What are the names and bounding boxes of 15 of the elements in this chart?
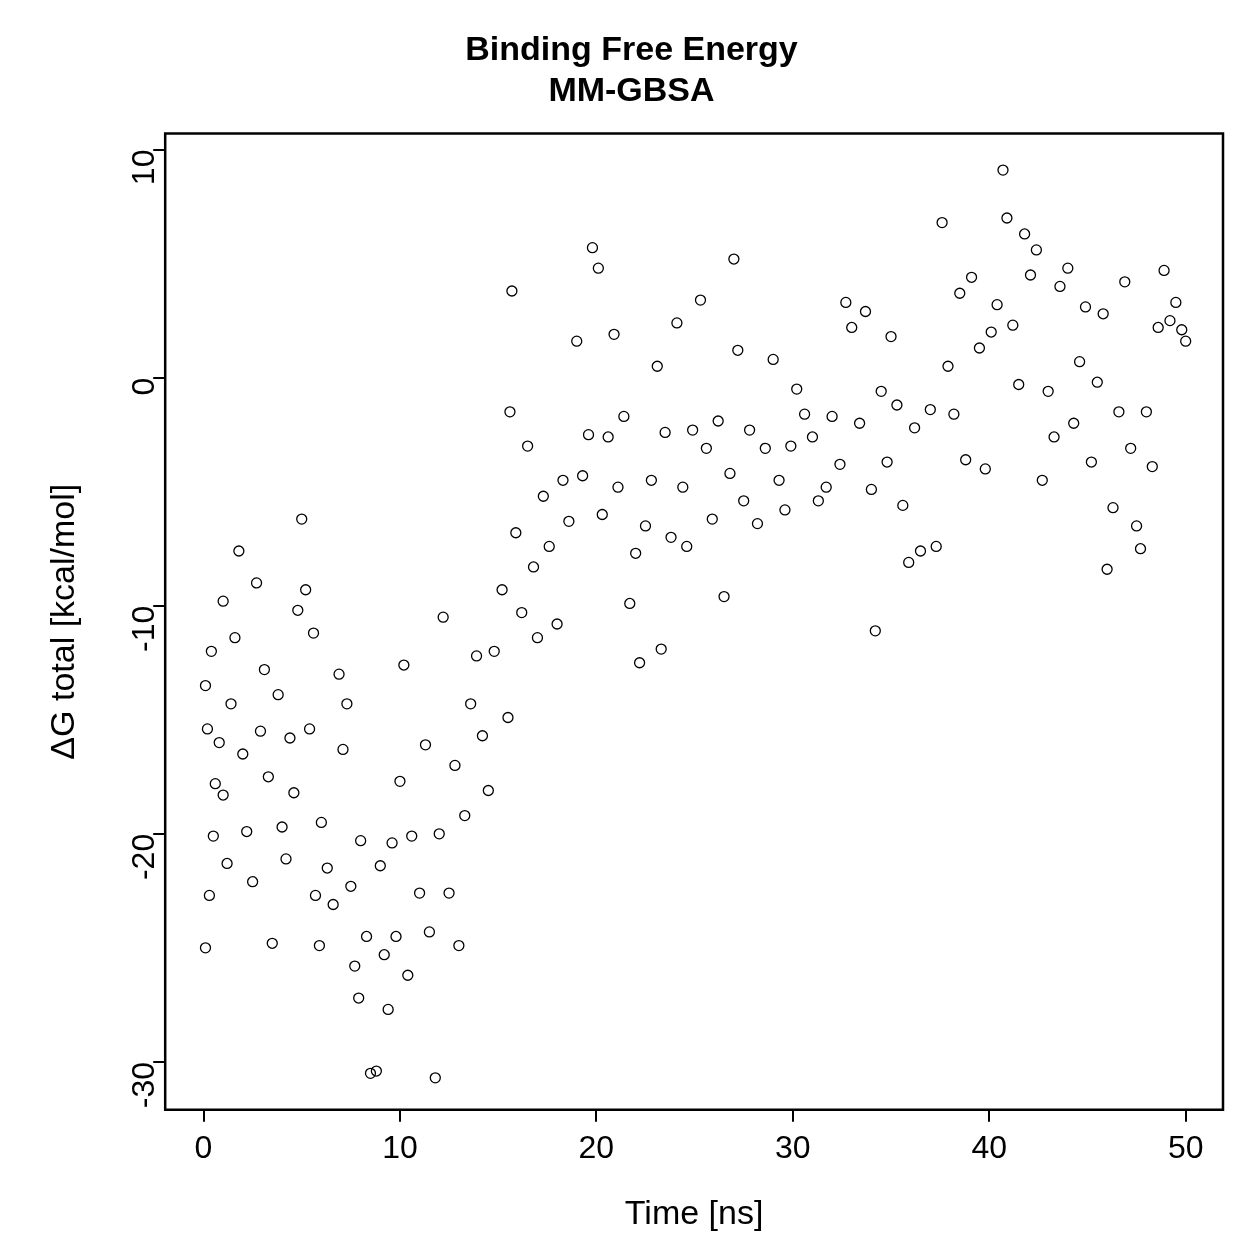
x-tick-label: 50	[1167, 1128, 1204, 1165]
x-tick-label: 10	[382, 1128, 418, 1165]
x-tick-label: 0	[194, 1128, 213, 1165]
x-tick-label: 20	[578, 1128, 615, 1165]
y-axis-title: ΔG total [kcal/mol]	[42, 483, 81, 760]
y-tick-label: -10	[125, 605, 162, 652]
x-tick-label: 30	[775, 1128, 811, 1165]
x-tick-label: 40	[971, 1128, 1008, 1165]
chart-subtitle: MM-GBSA	[548, 69, 715, 108]
y-tick-label: -30	[125, 1061, 162, 1109]
y-tick-label: 0	[125, 377, 162, 396]
chart-title: Binding Free Energy	[465, 28, 798, 67]
y-tick-label: 10	[125, 149, 162, 186]
y-tick-label: -20	[125, 833, 162, 881]
x-axis-title: Time [ns]	[624, 1192, 764, 1231]
